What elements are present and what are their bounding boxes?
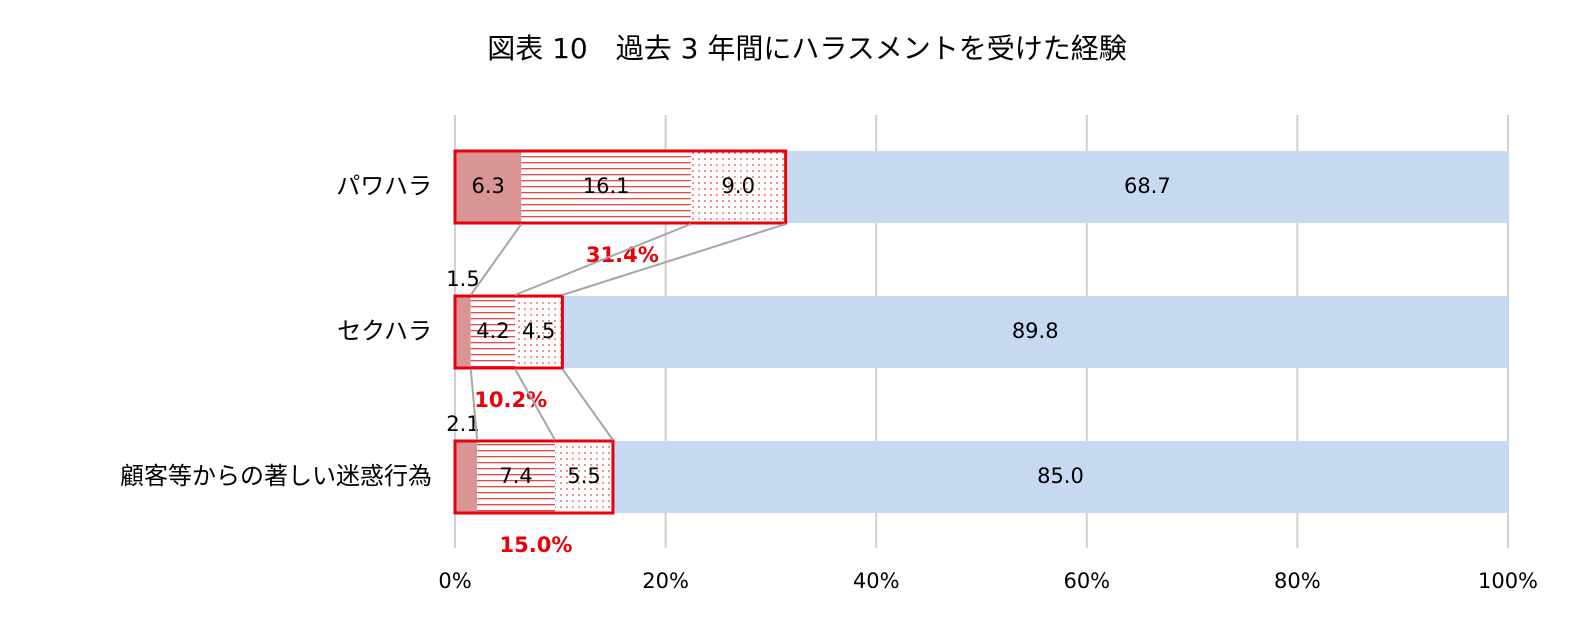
- x-tick-label: 100%: [1478, 569, 1538, 593]
- value-label: 7.4: [499, 464, 532, 488]
- bar-segment: [470, 296, 516, 368]
- total-annotation: 15.0%: [500, 533, 573, 557]
- total-annotation: 10.2%: [474, 388, 547, 412]
- value-label: 16.1: [583, 174, 630, 198]
- connector-line: [562, 223, 786, 296]
- value-label: 6.3: [471, 174, 504, 198]
- connector-line: [561, 368, 614, 441]
- bar-segment: [690, 151, 786, 223]
- value-label: 9.0: [722, 174, 755, 198]
- connector-line: [514, 223, 692, 296]
- category-label: セクハラ: [337, 317, 432, 345]
- total-annotation: 31.4%: [586, 243, 659, 267]
- bar-segment: [515, 296, 563, 368]
- connector-line: [469, 368, 479, 441]
- value-label: 1.5: [446, 267, 479, 291]
- highlight-box: [453, 149, 788, 225]
- category-label: 顧客等からの著しい迷惑行為: [120, 462, 432, 490]
- x-tick-label: 0%: [438, 569, 471, 593]
- x-tick-label: 60%: [1063, 569, 1110, 593]
- bar-segment: [562, 296, 1508, 368]
- value-label: 5.5: [567, 464, 600, 488]
- value-label: 89.8: [1012, 319, 1059, 343]
- chart-title: 図表 10 過去 3 年間にハラスメントを受けた経験: [487, 32, 1127, 65]
- bar-segment: [455, 441, 478, 513]
- value-label: 68.7: [1124, 174, 1171, 198]
- bar-segment: [612, 441, 1508, 513]
- value-label: 4.5: [522, 319, 555, 343]
- bar-segment: [455, 151, 522, 223]
- value-label: 4.2: [476, 319, 509, 343]
- x-tick-label: 20%: [642, 569, 689, 593]
- connector-line: [514, 368, 556, 441]
- highlight-box: [453, 294, 564, 370]
- x-tick-label: 80%: [1274, 569, 1321, 593]
- bar-segment: [455, 296, 471, 368]
- bar-segment: [785, 151, 1510, 223]
- bar-segment: [477, 441, 556, 513]
- x-tick-label: 40%: [853, 569, 900, 593]
- bar-segment: [521, 151, 691, 223]
- category-label: パワハラ: [336, 172, 432, 200]
- bar-segment: [555, 441, 613, 513]
- connector-line: [469, 223, 523, 296]
- highlight-box: [453, 439, 615, 515]
- value-label: 85.0: [1037, 464, 1084, 488]
